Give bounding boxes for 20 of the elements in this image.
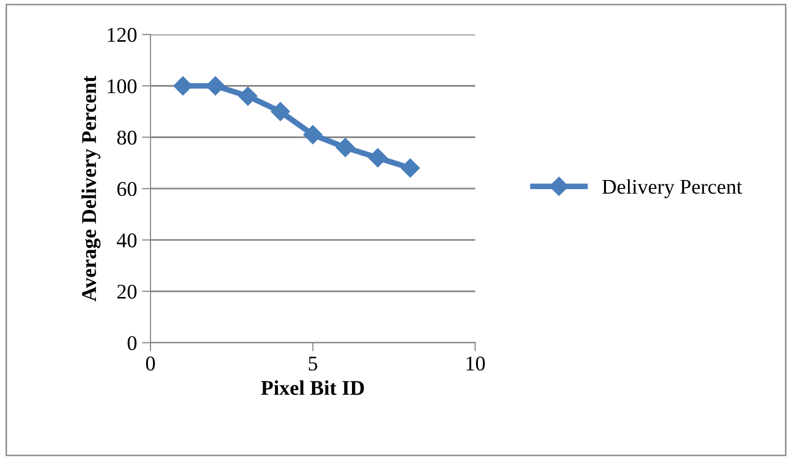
point [238,86,258,106]
y-tick-label: 40 [116,233,136,248]
point [270,102,290,122]
y-axis-title: Average Delivery Percent [81,76,100,302]
y-tick-label: 20 [117,284,136,299]
y-tick-label: 120 [108,28,136,42]
point [303,125,322,144]
x-axis-title: Pixel Bit ID [261,380,364,396]
y-tick-label: 60 [117,182,136,196]
legend-label: Delivery Percent [602,179,742,198]
point [336,138,355,158]
y-tick-label: 0 [128,336,136,350]
x-tick-label: 10 [466,356,485,371]
y-tick-label: 80 [117,130,136,145]
x-tick-label: 5 [308,356,318,371]
point [400,158,420,178]
x-tick-label: 0 [146,356,155,371]
point [368,148,388,168]
y-tick-label: 100 [108,79,136,94]
point [173,76,192,96]
